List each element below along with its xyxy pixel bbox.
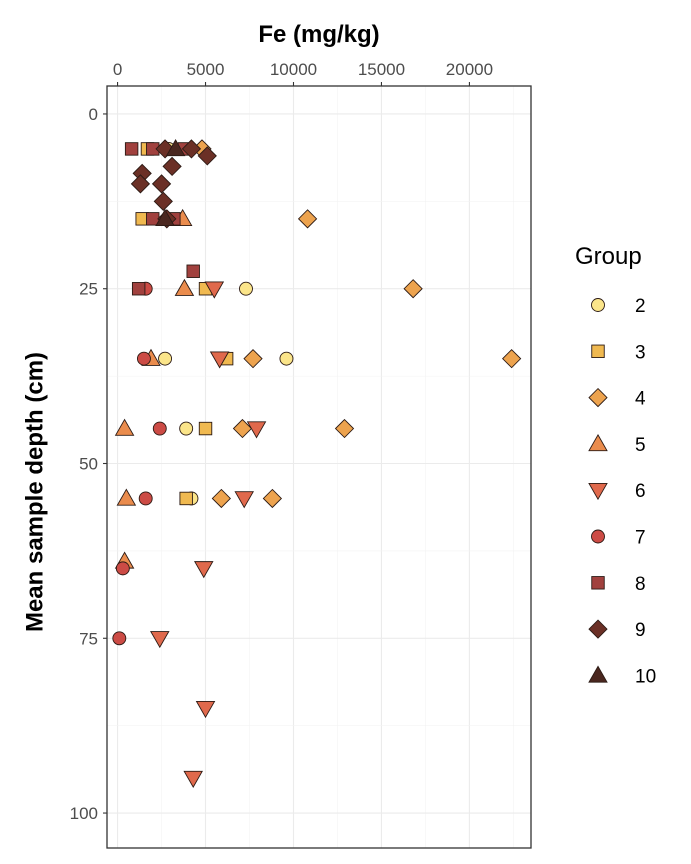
data-point-group-6 xyxy=(183,770,203,788)
data-point-group-9 xyxy=(151,174,172,194)
legend-title: Group xyxy=(575,243,642,270)
legend-key-group-8 xyxy=(591,576,605,590)
y-tick-label: 25 xyxy=(79,280,98,299)
data-point-group-3 xyxy=(179,491,193,506)
plot-panel xyxy=(106,85,532,849)
data-point-group-2 xyxy=(158,351,173,366)
data-point-group-9 xyxy=(130,174,151,194)
data-point-group-5 xyxy=(174,278,195,296)
data-point-group-8 xyxy=(186,264,200,278)
legend-label: 3 xyxy=(635,342,646,363)
data-point-group-2 xyxy=(239,281,253,296)
legend-label: 8 xyxy=(635,574,646,595)
data-point-group-6 xyxy=(195,700,216,719)
y-tick-label: 50 xyxy=(79,455,98,474)
legend-label: 7 xyxy=(635,528,646,549)
legend-label: 2 xyxy=(635,296,646,317)
data-point-group-4 xyxy=(502,349,522,369)
data-point-group-4 xyxy=(262,488,283,509)
y-tick-label: 75 xyxy=(79,629,98,648)
x-tick-label: 5000 xyxy=(187,60,225,79)
x-tick-label: 0 xyxy=(113,60,122,79)
legend-label: 10 xyxy=(635,666,656,687)
data-point-group-6 xyxy=(234,491,255,509)
data-point-group-6 xyxy=(246,421,267,439)
data-point-group-3 xyxy=(198,421,213,436)
legend-key-group-10 xyxy=(588,665,608,683)
x-tick-label: 15000 xyxy=(358,60,405,79)
legend-key-group-2 xyxy=(591,298,605,312)
data-point-group-6 xyxy=(150,631,170,649)
data-point-group-4 xyxy=(297,209,318,229)
legend-key-group-9 xyxy=(588,619,608,639)
legend-key-group-6 xyxy=(588,483,608,501)
data-point-group-9 xyxy=(197,146,217,166)
data-point-group-5 xyxy=(114,418,135,436)
data-point-group-7 xyxy=(115,561,130,576)
legend: Group 2 3 4 5 6 7 8 9 10 xyxy=(575,243,656,687)
legend-label: 6 xyxy=(635,481,646,502)
y-tick-label: 100 xyxy=(70,804,98,823)
x-axis: 0 5000 10000 15000 20000 xyxy=(113,60,493,86)
grid xyxy=(107,86,531,848)
data-point-group-8 xyxy=(124,142,139,156)
y-tick-label: 0 xyxy=(89,105,98,124)
data-point-group-6 xyxy=(193,561,214,579)
data-point-group-9 xyxy=(162,156,182,177)
legend-label: 5 xyxy=(635,435,646,456)
legend-key-group-7 xyxy=(591,529,605,544)
data-point-group-9 xyxy=(181,139,202,159)
data-point-group-4 xyxy=(211,488,231,509)
data-point-group-5 xyxy=(116,488,137,506)
legend-key-group-5 xyxy=(588,433,608,452)
legend-key-group-3 xyxy=(591,344,605,358)
data-point-group-6 xyxy=(204,281,225,299)
data-point-group-2 xyxy=(279,351,294,366)
legend-label: 9 xyxy=(635,620,646,641)
y-axis-title: Mean sample depth (cm) xyxy=(21,352,48,632)
data-points xyxy=(112,139,522,788)
data-point-group-9 xyxy=(153,191,173,211)
data-point-group-7 xyxy=(152,421,167,436)
data-point-group-10 xyxy=(155,208,175,227)
data-point-group-2 xyxy=(179,421,194,436)
legend-key-group-4 xyxy=(588,387,608,408)
data-point-group-10 xyxy=(165,139,186,157)
x-tick-label: 20000 xyxy=(446,60,493,79)
data-point-group-7 xyxy=(112,631,127,646)
data-point-group-4 xyxy=(403,279,423,299)
data-point-group-4 xyxy=(243,349,263,369)
y-axis: 0 25 50 75 100 xyxy=(70,105,107,823)
data-point-group-7 xyxy=(138,491,153,506)
x-tick-label: 10000 xyxy=(270,60,317,79)
data-point-group-8 xyxy=(131,282,146,296)
data-point-group-4 xyxy=(334,418,355,439)
data-point-group-7 xyxy=(136,351,151,366)
data-point-group-6 xyxy=(209,351,230,369)
x-axis-title: Fe (mg/kg) xyxy=(258,21,379,48)
legend-label: 4 xyxy=(635,389,646,410)
data-point-group-4 xyxy=(232,418,253,439)
